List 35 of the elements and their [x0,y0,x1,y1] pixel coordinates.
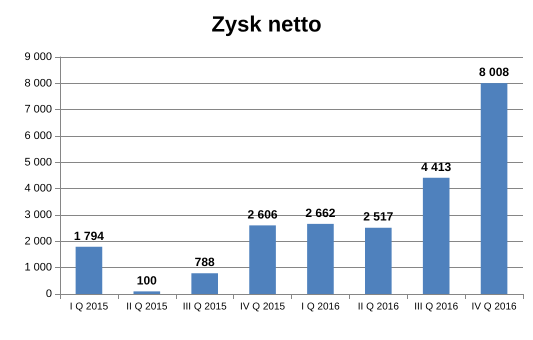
bar [76,246,102,294]
bar [134,291,160,294]
data-label: 2 517 [363,210,394,224]
bar [365,228,392,294]
bar [480,83,508,294]
y-tick-label: 3 000 [24,209,52,221]
y-tick-label: 2 000 [24,235,52,248]
bar [191,273,218,294]
x-tick-label: I Q 2015 [70,302,109,312]
data-label: 2 662 [305,206,336,220]
x-tick-label: II Q 2016 [358,302,400,312]
data-label: 4 413 [421,160,452,174]
bar [307,224,334,294]
x-tick-label: I Q 2016 [301,302,340,312]
y-tick-label: 1 000 [24,262,52,274]
x-tick-label: IV Q 2016 [472,302,518,312]
bar [249,225,276,294]
x-tick-label: IV Q 2015 [240,302,286,312]
data-label: 788 [194,255,216,270]
y-tick-label: 5 000 [24,156,52,168]
y-tick-label: 9 000 [24,51,52,63]
y-tick-label: 0 [46,288,52,300]
x-tick-label: II Q 2015 [126,302,168,312]
data-label: 8 008 [479,65,510,80]
data-label: 100 [136,273,158,288]
chart-title: Zysk netto [211,12,322,36]
y-tick-label: 8 000 [24,77,52,90]
y-tick-label: 7 000 [24,104,52,116]
y-tick-label: 6 000 [24,130,52,142]
bar [422,178,450,294]
data-label: 1 794 [74,228,104,243]
y-tick-label: 4 000 [24,182,52,195]
data-label: 2 606 [248,207,278,222]
x-tick-label: III Q 2015 [182,302,228,312]
x-tick-label: III Q 2016 [414,302,459,312]
